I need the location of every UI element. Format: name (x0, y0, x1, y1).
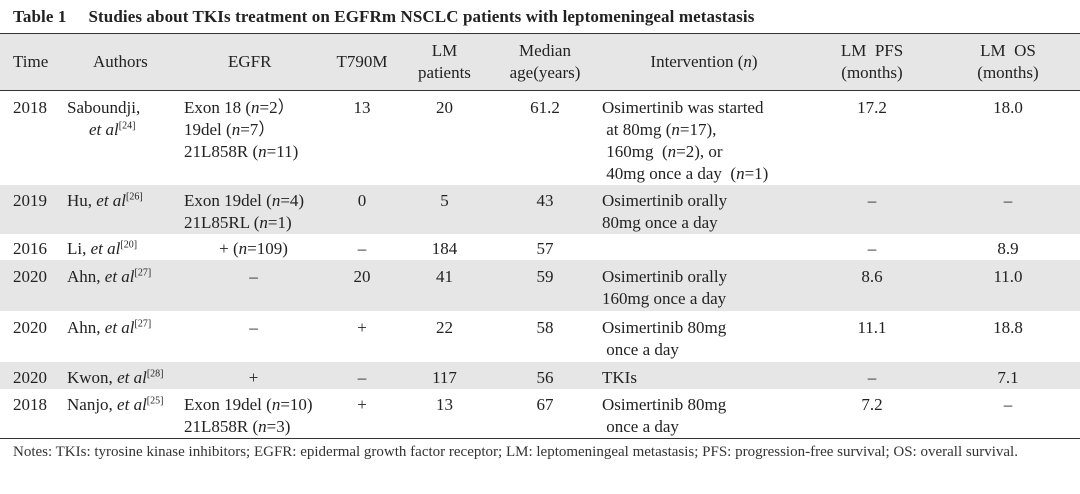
cell-intervention (600, 234, 808, 260)
cell-lm-os: 8.9 (936, 234, 1080, 260)
cell-lm-pfs: 17.2 (808, 91, 936, 186)
cell-intervention: Osimertinib orally 80mg once a day (600, 185, 808, 234)
table-title: Studies about TKIs treatment on EGFRm NS… (88, 7, 754, 26)
cell-egfr: Exon 19del (n=10) 21L858R (n=3) (182, 389, 325, 439)
cell-median-age: 59 (490, 260, 600, 311)
cell-median-age: 57 (490, 234, 600, 260)
cell-lm-patients: 5 (399, 185, 490, 234)
cell-time: 2020 (0, 311, 67, 362)
cell-intervention: Osimertinib 80mg once a day (600, 389, 808, 439)
cell-time: 2020 (0, 362, 67, 389)
table-caption: Table 1 Studies about TKIs treatment on E… (13, 7, 754, 27)
cell-median-age: 56 (490, 362, 600, 389)
cell-egfr: Exon 18 (n=2） 19del (n=7） 21L858R (n=11) (182, 91, 325, 186)
cell-t790m: 20 (325, 260, 399, 311)
studies-table: Time Authors EGFR T790M LM patients Media… (0, 33, 1080, 439)
cell-egfr: + (182, 362, 325, 389)
cell-lm-patients: 117 (399, 362, 490, 389)
cell-lm-patients: 22 (399, 311, 490, 362)
cell-time: 2019 (0, 185, 67, 234)
cell-lm-patients: 20 (399, 91, 490, 186)
cell-intervention: Osimertinib 80mg once a day (600, 311, 808, 362)
cell-lm-pfs: 7.2 (808, 389, 936, 439)
cell-authors: Kwon, et al[28] (67, 362, 182, 389)
header-intervention: Intervention (n) (600, 34, 808, 91)
table-row: 2018 Saboundji, et al[24] Exon 18 (n=2） 1… (0, 91, 1080, 186)
cell-lm-patients: 184 (399, 234, 490, 260)
header-lm-patients: LM patients (399, 34, 490, 91)
cell-t790m: + (325, 311, 399, 362)
header-median-age: Median age(years) (490, 34, 600, 91)
table-notes: Notes: TKIs: tyrosine kinase inhibitors;… (13, 439, 1071, 465)
table-row: 2016 Li, et al[20] + (n=109) – 184 57 – … (0, 234, 1080, 260)
table-row: 2020 Ahn, et al[27] – 20 41 59 Osimertin… (0, 260, 1080, 311)
table-row: 2019 Hu, et al[26] Exon 19del (n=4) 21L8… (0, 185, 1080, 234)
cell-authors: Ahn, et al[27] (67, 260, 182, 311)
cell-egfr: – (182, 311, 325, 362)
cell-t790m: – (325, 234, 399, 260)
cell-authors: Nanjo, et al[25] (67, 389, 182, 439)
table-row: 2020 Ahn, et al[27] – + 22 58 Osimertini… (0, 311, 1080, 362)
header-row: Time Authors EGFR T790M LM patients Media… (0, 34, 1080, 91)
cell-intervention: Osimertinib orally 160mg once a day (600, 260, 808, 311)
cell-intervention: TKIs (600, 362, 808, 389)
cell-lm-os: 18.0 (936, 91, 1080, 186)
cell-lm-pfs: – (808, 362, 936, 389)
cell-t790m: + (325, 389, 399, 439)
cell-lm-os: – (936, 185, 1080, 234)
cell-t790m: 13 (325, 91, 399, 186)
header-egfr: EGFR (182, 34, 325, 91)
cell-lm-os: 11.0 (936, 260, 1080, 311)
table-row: 2020 Kwon, et al[28] + – 117 56 TKIs – 7… (0, 362, 1080, 389)
cell-time: 2018 (0, 91, 67, 186)
cell-median-age: 58 (490, 311, 600, 362)
cell-t790m: 0 (325, 185, 399, 234)
cell-lm-pfs: 11.1 (808, 311, 936, 362)
header-authors: Authors (67, 34, 182, 91)
cell-authors: Saboundji, et al[24] (67, 91, 182, 186)
cell-authors: Li, et al[20] (67, 234, 182, 260)
cell-lm-os: 7.1 (936, 362, 1080, 389)
cell-time: 2020 (0, 260, 67, 311)
cell-authors: Hu, et al[26] (67, 185, 182, 234)
cell-time: 2016 (0, 234, 67, 260)
cell-median-age: 67 (490, 389, 600, 439)
table-row: 2018 Nanjo, et al[25] Exon 19del (n=10) … (0, 389, 1080, 439)
cell-lm-pfs: – (808, 185, 936, 234)
header-lm-os: LM OS (months) (936, 34, 1080, 91)
cell-lm-os: – (936, 389, 1080, 439)
cell-t790m: – (325, 362, 399, 389)
cell-authors: Ahn, et al[27] (67, 311, 182, 362)
cell-lm-pfs: 8.6 (808, 260, 936, 311)
cell-lm-os: 18.8 (936, 311, 1080, 362)
cell-intervention: Osimertinib was started at 80mg (n=17), … (600, 91, 808, 186)
cell-time: 2018 (0, 389, 67, 439)
cell-egfr: + (n=109) (182, 234, 325, 260)
cell-egfr: Exon 19del (n=4) 21L85RL (n=1) (182, 185, 325, 234)
cell-median-age: 61.2 (490, 91, 600, 186)
cell-lm-patients: 13 (399, 389, 490, 439)
cell-egfr: – (182, 260, 325, 311)
table-number: Table 1 (13, 7, 66, 26)
cell-median-age: 43 (490, 185, 600, 234)
cell-lm-pfs: – (808, 234, 936, 260)
cell-lm-patients: 41 (399, 260, 490, 311)
header-time: Time (0, 34, 67, 91)
header-lm-pfs: LM PFS (months) (808, 34, 936, 91)
header-t790m: T790M (325, 34, 399, 91)
